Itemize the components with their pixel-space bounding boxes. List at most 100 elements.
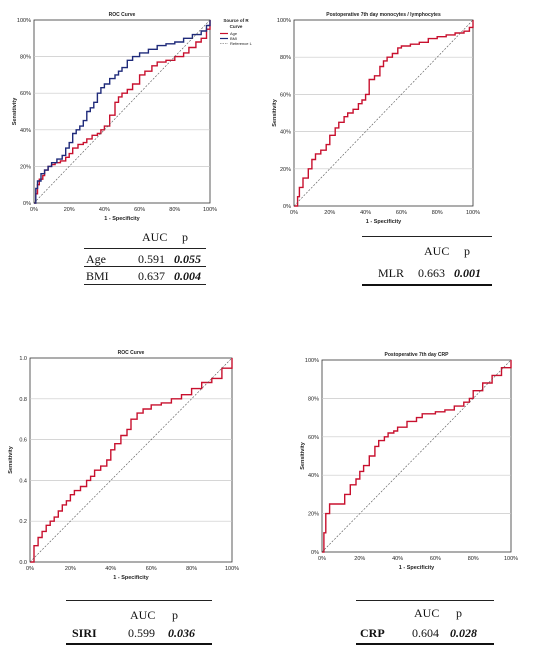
row-auc: 0.599	[128, 626, 155, 640]
table-rule	[84, 248, 206, 249]
y-tick-label: 100%	[277, 18, 291, 24]
y-tick-label: 80%	[280, 55, 291, 61]
chart-title: Postoperative 7th day monocytes / lympho…	[326, 12, 441, 18]
x-tick-label: 60%	[396, 210, 407, 216]
x-tick-label: 80%	[186, 566, 197, 572]
x-tick-label: 0%	[26, 566, 34, 572]
y-tick-label: 0.0	[19, 560, 27, 566]
y-tick-label: 60%	[20, 91, 31, 97]
table-rule	[362, 284, 492, 286]
table-rule	[84, 266, 206, 267]
row-auc: 0.604	[412, 626, 439, 640]
reference-line	[321, 359, 512, 553]
x-tick-label: 100%	[466, 210, 480, 216]
table-rule	[356, 600, 494, 601]
y-axis-label: Sensitivity	[8, 445, 14, 473]
x-tick-label: 60%	[146, 566, 157, 572]
x-tick-label: 20%	[64, 207, 75, 213]
x-tick-label: 0%	[290, 210, 298, 216]
y-axis-label: Sensitivity	[272, 98, 278, 126]
table-rule	[84, 284, 206, 285]
x-axis-label: 1 - Specificity	[113, 575, 149, 581]
row-label: SIRI	[72, 626, 97, 640]
y-tick-label: 0.2	[19, 519, 27, 525]
x-tick-label: 60%	[134, 207, 145, 213]
y-tick-label: 80%	[308, 396, 319, 402]
reference-line	[29, 357, 233, 563]
x-tick-label: 20%	[324, 210, 335, 216]
x-tick-label: 40%	[99, 207, 110, 213]
y-tick-label: 0.4	[19, 478, 27, 484]
y-tick-label: 100%	[17, 18, 31, 24]
x-tick-label: 40%	[360, 210, 371, 216]
y-tick-label: 20%	[280, 167, 291, 173]
x-tick-label: 100%	[203, 207, 217, 213]
y-tick-label: 60%	[308, 435, 319, 441]
table-rule	[362, 236, 492, 237]
roc-chart-age-bmi: 0% 20% 40% 60% 80% 100% 0% 20% 40% 60% 80% 100% ROC …	[12, 12, 253, 222]
y-tick-label: 0.8	[19, 397, 27, 403]
table-rule	[356, 643, 494, 645]
y-tick-label: 40%	[20, 128, 31, 134]
row-p: 0.004	[174, 269, 201, 283]
x-tick-label: 40%	[105, 566, 116, 572]
y-tick-label: 80%	[20, 55, 31, 61]
y-tick-label: 0%	[283, 204, 291, 210]
row-label: CRP	[360, 626, 385, 640]
legend-entry: BMI	[230, 36, 237, 41]
x-tick-label: 20%	[65, 566, 76, 572]
legend-title: Source of R	[223, 18, 249, 23]
table-header-p: p	[182, 230, 188, 244]
row-p: 0.001	[454, 266, 481, 280]
x-axis-label: 1 - Specificity	[366, 219, 402, 225]
chart-title: Postoperative 7th day CRP	[385, 352, 450, 358]
auc-table-crp: AUC p CRP 0.604 0.028	[356, 598, 494, 646]
y-axis-label: Sensitivity	[300, 441, 306, 469]
row-auc: 0.663	[418, 266, 445, 280]
x-tick-label: 0%	[30, 207, 38, 213]
roc-chart-siri: 0.0 0.2 0.4 0.6 0.8 1.0 0% 20% 40% 60% 80% 100% ROC …	[8, 350, 239, 581]
y-tick-label: 0%	[311, 550, 319, 556]
row-p: 0.036	[168, 626, 195, 640]
chart-title: ROC Curve	[109, 12, 136, 18]
row-label: BMI	[86, 269, 109, 283]
x-tick-label: 80%	[468, 556, 479, 562]
row-label: Age	[86, 252, 106, 266]
x-tick-label: 100%	[504, 556, 518, 562]
x-tick-label: 100%	[225, 566, 239, 572]
y-tick-label: 40%	[280, 130, 291, 136]
series-line	[322, 360, 512, 553]
reference-line	[33, 19, 211, 204]
x-tick-label: 80%	[169, 207, 180, 213]
y-tick-label: 0%	[23, 201, 31, 207]
series-line	[34, 20, 211, 204]
table-rule	[66, 643, 212, 645]
table-header-auc: AUC	[424, 244, 450, 258]
table-header-p: p	[464, 244, 470, 258]
x-tick-label: 20%	[354, 556, 365, 562]
roc-chart-mlr: 0% 20% 40% 60% 80% 100% 0% 20% 40% 60% 80% 100% Post…	[272, 12, 480, 225]
y-tick-label: 100%	[305, 358, 319, 364]
chart-title: ROC Curve	[118, 350, 145, 356]
auc-table-siri: AUC p SIRI 0.599 0.036	[66, 598, 212, 646]
x-axis-label: 1 - Specificity	[104, 216, 140, 222]
reference-line	[293, 19, 474, 207]
x-tick-label: 60%	[430, 556, 441, 562]
row-p: 0.055	[174, 252, 201, 266]
row-label: MLR	[378, 266, 405, 280]
auc-table-mlr: AUC p MLR 0.663 0.001	[362, 234, 492, 294]
x-tick-label: 0%	[318, 556, 326, 562]
y-tick-label: 0.6	[19, 438, 27, 444]
legend-entry: Age	[230, 31, 238, 36]
legend-title: Curve	[230, 24, 243, 29]
table-header-p: p	[172, 608, 178, 622]
y-tick-label: 1.0	[19, 356, 27, 362]
row-auc: 0.637	[138, 269, 165, 283]
x-axis-label: 1 - Specificity	[399, 565, 435, 571]
y-tick-label: 60%	[280, 92, 291, 98]
table-header-auc: AUC	[414, 606, 440, 620]
table-header-auc: AUC	[142, 230, 168, 244]
row-auc: 0.591	[138, 252, 165, 266]
x-tick-label: 80%	[432, 210, 443, 216]
x-tick-label: 40%	[392, 556, 403, 562]
